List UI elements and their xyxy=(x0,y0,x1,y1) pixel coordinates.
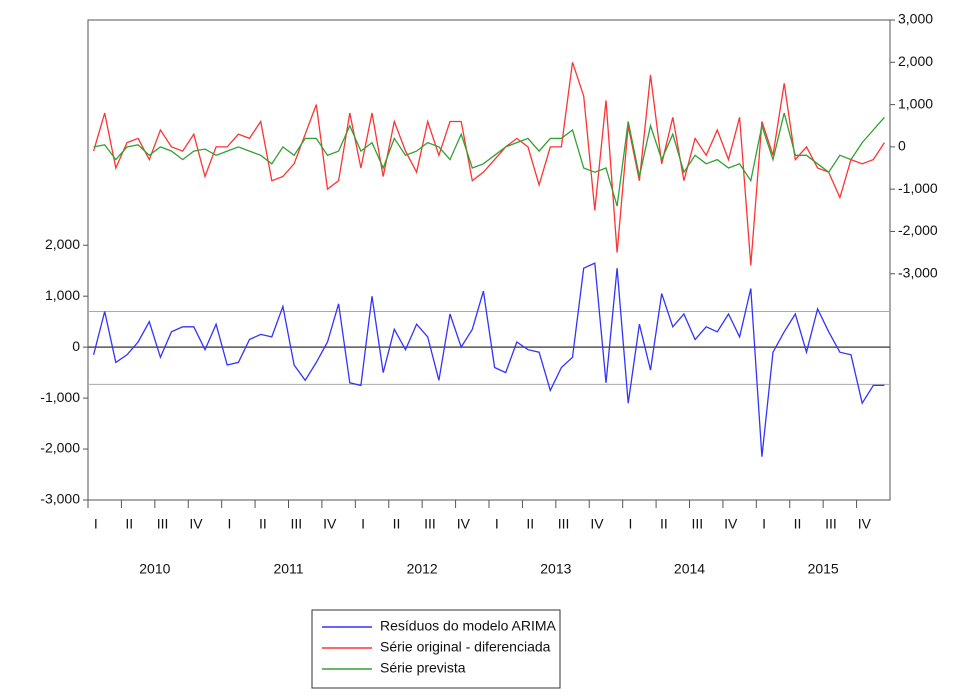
x-tick-label: I xyxy=(361,516,365,532)
x-tick-label: IV xyxy=(724,516,738,532)
y2-tick-label: 0 xyxy=(898,138,906,154)
x-tick-label: II xyxy=(393,516,401,532)
y2-tick-label: -1,000 xyxy=(898,180,938,196)
year-label: 2015 xyxy=(808,561,839,577)
x-tick-label: I xyxy=(629,516,633,532)
y-tick-label: 2,000 xyxy=(45,236,80,252)
x-tick-label: III xyxy=(691,516,703,532)
y-tick-label: 1,000 xyxy=(45,287,80,303)
series-line xyxy=(92,262,885,457)
x-tick-label: III xyxy=(157,516,169,532)
y-tick-label: -2,000 xyxy=(40,440,80,456)
y-tick-label: -3,000 xyxy=(40,491,80,507)
legend-label: Série original - diferenciada xyxy=(380,639,551,655)
x-tick-label: I xyxy=(228,516,232,532)
year-label: 2010 xyxy=(139,561,170,577)
plot-frame xyxy=(87,19,891,501)
x-tick-label: IV xyxy=(189,516,203,532)
x-tick-label: II xyxy=(259,516,267,532)
x-tick-label: II xyxy=(125,516,133,532)
y-tick-label: 0 xyxy=(72,338,80,354)
x-tick-label: II xyxy=(526,516,534,532)
legend-label: Série prevista xyxy=(380,660,466,676)
x-tick-label: II xyxy=(660,516,668,532)
x-tick-label: I xyxy=(762,516,766,532)
year-label: 2013 xyxy=(540,561,571,577)
x-tick-label: IV xyxy=(590,516,604,532)
legend-box xyxy=(311,609,561,689)
series-line xyxy=(93,112,885,207)
year-label: 2011 xyxy=(273,561,303,577)
year-label: 2014 xyxy=(674,561,705,577)
y-tick-label: -1,000 xyxy=(40,389,80,405)
x-tick-label: IV xyxy=(457,516,471,532)
y2-tick-label: -2,000 xyxy=(898,222,938,238)
year-label: 2012 xyxy=(407,561,438,577)
x-tick-label: IV xyxy=(858,516,872,532)
x-tick-label: I xyxy=(94,516,98,532)
x-tick-label: II xyxy=(794,516,802,532)
y2-tick-label: -3,000 xyxy=(898,264,938,280)
y2-tick-label: 3,000 xyxy=(898,11,933,27)
x-tick-label: III xyxy=(424,516,436,532)
y2-tick-label: 2,000 xyxy=(898,53,933,69)
x-tick-label: IV xyxy=(323,516,337,532)
x-tick-label: I xyxy=(495,516,499,532)
legend-label: Resíduos do modelo ARIMA xyxy=(380,618,557,634)
series-line xyxy=(92,62,885,266)
y2-tick-label: 1,000 xyxy=(898,95,933,111)
x-tick-label: III xyxy=(825,516,837,532)
x-tick-label: III xyxy=(290,516,302,532)
x-tick-label: III xyxy=(558,516,570,532)
